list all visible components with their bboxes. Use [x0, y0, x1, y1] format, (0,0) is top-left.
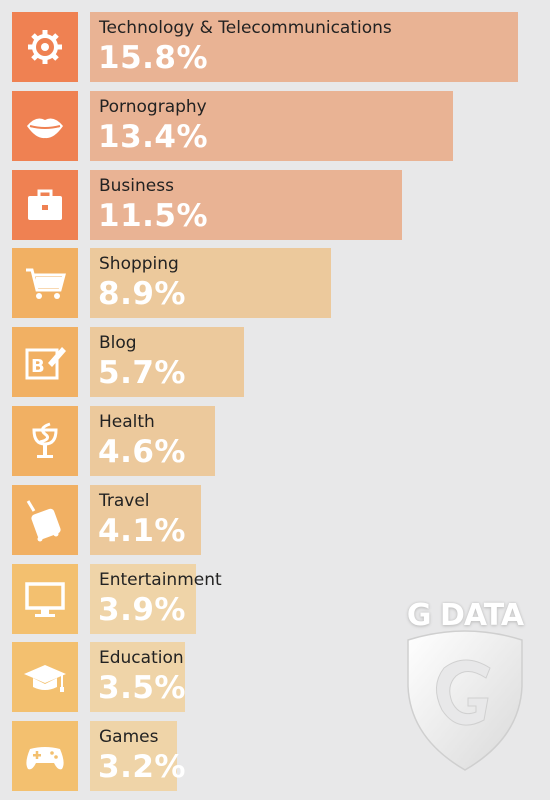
bar [90, 169, 402, 240]
blog-icon: B [25, 347, 66, 380]
category-label: Blog [99, 333, 137, 354]
luggage-icon-tile [12, 484, 78, 555]
category-label: Education [99, 648, 184, 669]
svg-text:B: B [31, 356, 45, 377]
monitor-icon [25, 581, 65, 617]
monitor-icon-tile [12, 563, 78, 634]
bar [90, 248, 331, 319]
shield-icon [407, 630, 523, 771]
blog-icon-tile: B [12, 327, 78, 398]
gamepad-icon-tile [12, 721, 78, 792]
value-label: 4.6% [98, 434, 186, 470]
chart-row: Pornography 13.4% [12, 90, 532, 161]
graduation-cap-icon [24, 665, 66, 693]
value-label: 3.9% [98, 591, 186, 628]
gdata-logo: G DATA [400, 598, 530, 776]
bar [90, 642, 185, 713]
chart-row: Entertainment 3.9% [12, 563, 532, 634]
bar [90, 12, 518, 82]
chart-row: Games 3.2% [12, 721, 532, 792]
value-label: 4.1% [98, 512, 186, 549]
briefcase-icon [28, 189, 62, 220]
shopping-cart-icon-tile [12, 248, 78, 319]
lips-icon-tile [12, 90, 78, 161]
bar [90, 484, 201, 555]
bar [90, 406, 215, 476]
briefcase-icon-tile [12, 169, 78, 240]
bar [90, 90, 453, 161]
category-label: Entertainment [99, 569, 222, 590]
value-label: 13.4% [98, 118, 209, 155]
category-label: Technology & Telecommunications [99, 18, 392, 38]
category-label: Health [99, 412, 155, 432]
chart-row: Education 3.5% [12, 642, 532, 713]
logo-text: G DATA [406, 598, 524, 633]
value-label: 15.8% [98, 40, 209, 76]
chart-row: Business 11.5% [12, 169, 532, 240]
health-icon-tile [12, 406, 78, 476]
category-label: Shopping [99, 254, 179, 275]
shopping-cart-icon [26, 268, 66, 300]
chart-row: B Blog 5.7% [12, 327, 532, 398]
chart-row: Health 4.6% [12, 406, 532, 476]
chart-row: Shopping 8.9% [12, 248, 532, 319]
value-label: 3.2% [98, 749, 186, 786]
category-label: Pornography [99, 96, 207, 117]
lips-icon [27, 118, 63, 138]
gear-icon [28, 30, 62, 64]
bar [90, 563, 196, 634]
graduation-cap-icon-tile [12, 642, 78, 713]
health-icon [32, 422, 58, 458]
category-label: Business [99, 175, 174, 196]
category-label: Travel [99, 490, 150, 511]
category-label: Games [99, 727, 159, 748]
value-label: 5.7% [98, 355, 186, 392]
value-label: 11.5% [98, 197, 209, 234]
gamepad-icon [26, 747, 64, 770]
value-label: 8.9% [98, 276, 186, 313]
chart-row: Technology & Telecommunications 15.8% [12, 12, 532, 82]
chart-row: Travel 4.1% [12, 484, 532, 555]
bar [90, 721, 177, 792]
gear-icon-tile [12, 12, 78, 82]
bar [90, 327, 244, 398]
value-label: 3.5% [98, 670, 186, 707]
luggage-icon [26, 500, 61, 542]
